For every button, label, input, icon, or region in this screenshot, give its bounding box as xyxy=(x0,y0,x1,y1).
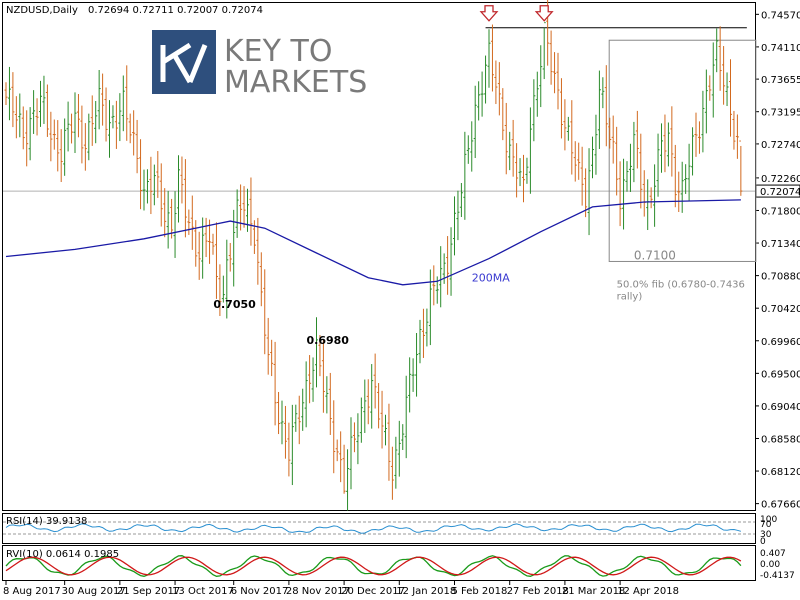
y-tick-label: 0.68120 xyxy=(761,467,800,478)
y-tick-label: 0.67660 xyxy=(761,500,800,511)
ma200-label: 200MA xyxy=(472,272,510,285)
y-tick-label: 0.71800 xyxy=(761,206,800,217)
x-tick-label: 28 Nov 2017 xyxy=(286,586,350,597)
top-arrow xyxy=(534,5,554,22)
x-tick-label: 6 Nov 2017 xyxy=(231,586,289,597)
fib-box xyxy=(608,39,757,262)
y-tick-label: 0.70420 xyxy=(761,304,800,315)
rsi-tick-0: 0 xyxy=(760,537,766,547)
rsi-panel-frame xyxy=(2,513,756,544)
rvi-panel-frame xyxy=(2,545,756,581)
ma200-line xyxy=(5,199,741,286)
rvi-tick-bottom: -0.4137 xyxy=(760,571,795,581)
rvi-tick-mid: 0.00 xyxy=(760,560,780,570)
ohlc-header: 0.72694 0.72711 0.72007 0.72074 xyxy=(88,5,263,16)
price-bars xyxy=(4,0,743,511)
x-tick-label: 12 Jan 2018 xyxy=(396,586,456,597)
rvi-tick-top: 0.407 xyxy=(760,549,786,559)
y-tick-label: 0.71340 xyxy=(761,239,800,250)
top-arrow xyxy=(479,5,499,22)
y-tick-label: 0.69040 xyxy=(761,402,800,413)
top-markers xyxy=(479,5,554,22)
x-tick-label: 13 Oct 2017 xyxy=(172,586,234,597)
x-tick-label: 20 Dec 2017 xyxy=(341,586,405,597)
symbol-label: NZDUSD,Daily xyxy=(6,5,78,16)
rsi-label: RSI(14) 39.9138 xyxy=(6,516,87,527)
last-price-label: 0.72074 xyxy=(760,187,800,198)
rsi-tick-30: 30 xyxy=(760,530,772,540)
y-tick-label: 0.73655 xyxy=(761,75,800,86)
rsi-line xyxy=(5,523,742,534)
x-tick-label: 21 Mar 2018 xyxy=(562,586,625,597)
fib-note-line-2: rally) xyxy=(617,291,643,302)
fib-note-line-1: 50.0% fib (0.6780-0.7436 xyxy=(617,279,745,290)
rsi-tick-100: 100 xyxy=(760,515,777,525)
x-tick-label: 8 Aug 2017 xyxy=(3,586,61,597)
fib-level-label: 0.7100 xyxy=(634,248,676,262)
x-tick-label: 21 Sep 2017 xyxy=(117,586,180,597)
x-tick-label: 30 Aug 2017 xyxy=(62,586,126,597)
rsi-tick-70: 70 xyxy=(760,520,772,530)
logo-line-2: MARKETS xyxy=(224,65,367,100)
x-tick-label: 27 Feb 2018 xyxy=(507,586,569,597)
rvi-signal-line xyxy=(5,556,742,576)
key-to-markets-logo: KEY TO MARKETS xyxy=(152,30,367,100)
x-tick-label: 12 Apr 2018 xyxy=(617,586,679,597)
logo-line-1: KEY TO xyxy=(224,34,332,69)
y-tick-label: 0.69500 xyxy=(761,369,800,380)
y-tick-label: 0.69960 xyxy=(761,337,800,348)
y-tick-label: 0.72740 xyxy=(761,140,800,151)
y-tick-label: 0.72260 xyxy=(761,174,800,185)
y-axis-labels: 0.74570 0.74110 0.73655 0.73195 0.72740 0.722… xyxy=(755,10,800,511)
y-tick-label: 0.68580 xyxy=(761,434,800,445)
x-tick-label: 5 Feb 2018 xyxy=(452,586,508,597)
y-tick-label: 0.70880 xyxy=(761,272,800,283)
annotation-low: 0.7050 xyxy=(213,298,256,311)
y-tick-label: 0.73195 xyxy=(761,108,800,119)
y-tick-label: 0.74110 xyxy=(761,43,800,54)
annotation-high: 0.6980 xyxy=(307,334,350,347)
rvi-label: RVI(10) 0.0614 0.1985 xyxy=(6,549,119,560)
y-tick-label: 0.74570 xyxy=(761,10,800,21)
